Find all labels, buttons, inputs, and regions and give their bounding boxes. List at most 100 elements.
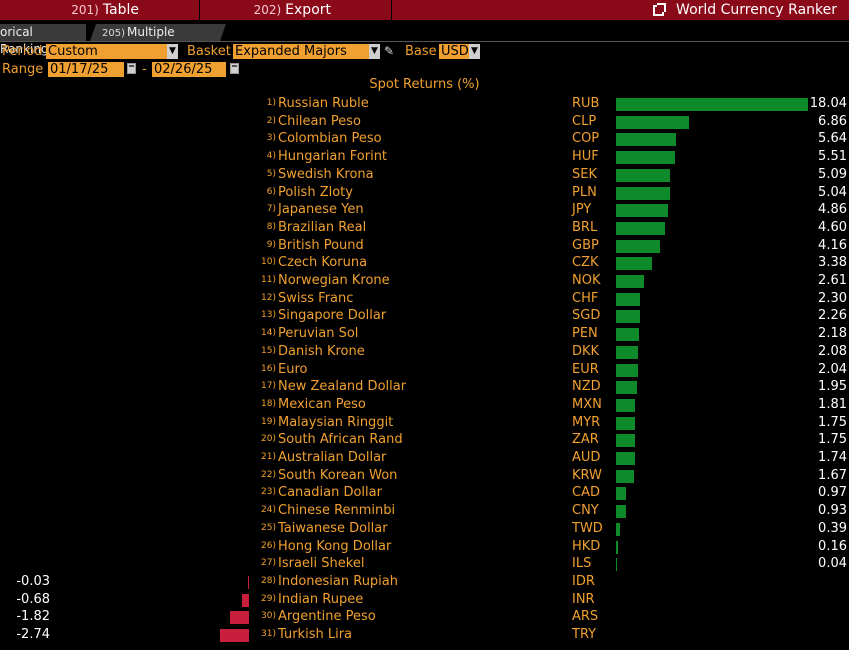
ranking-row[interactable]: 2.04 16) Euro EUR [0, 361, 849, 379]
currency-name[interactable]: Mexican Peso [278, 396, 366, 412]
return-value: -2.74 [16, 627, 50, 642]
ranking-row[interactable]: 2.08 15) Danish Krone DKK [0, 343, 849, 361]
return-value: 1.75 [818, 432, 847, 448]
currency-name[interactable]: Chilean Peso [278, 113, 361, 129]
currency-name[interactable]: Swedish Krona [278, 166, 374, 182]
ranking-row[interactable]: 1.95 17) New Zealand Dollar NZD [0, 378, 849, 396]
calendar-icon[interactable] [230, 63, 239, 74]
currency-name[interactable]: Singapore Dollar [278, 308, 387, 324]
range-end-date-field[interactable]: 02/26/25 [152, 62, 226, 77]
ranking-row[interactable]: 3.38 10) Czech Koruna CZK [0, 254, 849, 272]
currency-name[interactable]: Japanese Yen [278, 202, 364, 218]
rank-number: 25) [261, 522, 276, 533]
return-value: -1.82 [16, 609, 50, 625]
currency-name[interactable]: Hungarian Forint [278, 149, 388, 165]
ranking-row[interactable]: 4.86 7) Japanese Yen JPY [0, 201, 849, 219]
currency-name[interactable]: Indonesian Rupiah [278, 573, 398, 589]
range-label: Range [2, 62, 44, 77]
ranking-row[interactable]: 0.93 24) Chinese Renminbi CNY [0, 502, 849, 520]
return-value: 2.04 [818, 361, 847, 377]
rank-number: 23) [261, 487, 276, 498]
currency-name[interactable]: Argentine Peso [278, 609, 376, 625]
ranking-row[interactable]: 4.16 9) British Pound GBP [0, 237, 849, 255]
tab-historical-ranking[interactable]: orical Ranking [0, 24, 86, 56]
ranking-row[interactable]: 2.30 12) Swiss Franc CHF [0, 290, 849, 308]
currency-name[interactable]: British Pound [278, 237, 364, 253]
return-bar [616, 257, 652, 271]
currency-name[interactable]: Turkish Lira [278, 627, 353, 642]
ranking-row[interactable]: 1.75 19) Malaysian Ringgit MYR [0, 414, 849, 432]
range-separator: - [142, 62, 147, 77]
currency-name[interactable]: Israeli Shekel [278, 556, 365, 572]
external-link-icon[interactable] [653, 3, 667, 16]
ranking-row[interactable]: 5.09 5) Swedish Krona SEK [0, 166, 849, 184]
currency-name[interactable]: Colombian Peso [278, 131, 382, 147]
ranking-row[interactable]: -1.82 30) Argentine Peso ARS [0, 608, 849, 626]
rank-number: 14) [261, 328, 276, 339]
tab-multiple-ranking-number: 205) [102, 28, 125, 39]
ranking-row[interactable]: 1.74 21) Australian Dollar AUD [0, 449, 849, 467]
ranking-row[interactable]: 2.61 11) Norwegian Krone NOK [0, 272, 849, 290]
currency-name[interactable]: Euro [278, 361, 308, 377]
return-bar [616, 363, 638, 377]
currency-name[interactable]: Australian Dollar [278, 450, 387, 465]
currency-name[interactable]: Malaysian Ringgit [278, 414, 394, 430]
period-dropdown-arrow-icon[interactable]: ▼ [167, 44, 178, 59]
ranking-row[interactable]: 2.18 14) Peruvian Sol PEN [0, 325, 849, 343]
ranking-row[interactable]: -0.03 28) Indonesian Rupiah IDR [0, 573, 849, 591]
ranking-row[interactable]: 5.04 6) Polish Zloty PLN [0, 184, 849, 202]
currency-name[interactable]: Polish Zloty [278, 184, 353, 200]
ranking-row[interactable]: 4.60 8) Brazilian Real BRL [0, 219, 849, 237]
return-value: 1.67 [818, 467, 847, 483]
pencil-edit-icon[interactable]: ✎ [384, 44, 395, 58]
ranking-row[interactable]: 5.51 4) Hungarian Forint HUF [0, 148, 849, 166]
ranking-row[interactable]: 0.97 23) Canadian Dollar CAD [0, 484, 849, 502]
ranking-row[interactable]: 0.39 25) Taiwanese Dollar TWD [0, 520, 849, 538]
currency-name[interactable]: Taiwanese Dollar [278, 520, 388, 536]
base-currency-dropdown[interactable]: USD [439, 44, 469, 59]
ranking-row[interactable]: 6.86 2) Chilean Peso CLP [0, 113, 849, 131]
currency-code: ZAR [572, 432, 599, 448]
currency-name[interactable]: Russian Ruble [278, 96, 369, 111]
currency-name[interactable]: Czech Koruna [278, 255, 368, 271]
ranking-row[interactable]: 0.04 27) Israeli Shekel ILS [0, 555, 849, 573]
currency-name[interactable]: Hong Kong Dollar [278, 538, 392, 554]
window-title-text: World Currency Ranker [676, 2, 837, 18]
ranking-row[interactable]: 1.81 18) Mexican Peso MXN [0, 396, 849, 414]
period-dropdown[interactable]: Custom [46, 44, 168, 59]
currency-name[interactable]: Norwegian Krone [278, 273, 390, 288]
currency-name[interactable]: Danish Krone [278, 343, 365, 359]
rank-number: 17) [261, 381, 276, 392]
return-bar [616, 204, 668, 218]
currency-name[interactable]: Canadian Dollar [278, 485, 382, 501]
return-value: 4.86 [818, 202, 847, 218]
ranking-row[interactable]: 18.04 1) Russian Ruble RUB [0, 95, 849, 113]
base-dropdown-arrow-icon[interactable]: ▼ [469, 44, 480, 59]
currency-name[interactable]: Brazilian Real [278, 219, 367, 235]
basket-dropdown[interactable]: Expanded Majors [233, 44, 369, 59]
basket-dropdown-arrow-icon[interactable]: ▼ [369, 44, 380, 59]
ranking-row[interactable]: 1.67 22) South Korean Won KRW [0, 467, 849, 485]
currency-name[interactable]: Indian Rupee [278, 591, 364, 607]
return-value: 0.97 [818, 485, 847, 501]
ranking-row[interactable]: 2.26 13) Singapore Dollar SGD [0, 307, 849, 325]
ranking-row[interactable]: 5.64 3) Colombian Peso COP [0, 130, 849, 148]
ranking-row[interactable]: 0.16 26) Hong Kong Dollar HKD [0, 538, 849, 556]
currency-name[interactable]: Swiss Franc [278, 290, 354, 306]
currency-name[interactable]: New Zealand Dollar [278, 379, 407, 395]
export-button[interactable]: 202) Export [200, 0, 392, 20]
return-bar [616, 310, 641, 324]
ranking-row[interactable]: 1.75 20) South African Rand ZAR [0, 431, 849, 449]
ranking-row[interactable]: -0.68 29) Indian Rupee INR [0, 591, 849, 609]
ranking-row[interactable]: -2.74 31) Turkish Lira TRY [0, 626, 849, 644]
table-button[interactable]: 201) Table [0, 0, 200, 20]
currency-code: KRW [572, 467, 602, 483]
currency-name[interactable]: Peruvian Sol [278, 326, 359, 342]
currency-name[interactable]: South Korean Won [278, 467, 398, 483]
rank-number: 19) [261, 416, 276, 427]
currency-name[interactable]: South African Rand [278, 432, 403, 448]
calendar-icon[interactable] [127, 63, 136, 74]
tab-multiple-ranking[interactable]: 205)Multiple Ranking [90, 24, 226, 41]
currency-name[interactable]: Chinese Renminbi [278, 503, 396, 519]
range-start-date-field[interactable]: 01/17/25 [48, 62, 124, 77]
